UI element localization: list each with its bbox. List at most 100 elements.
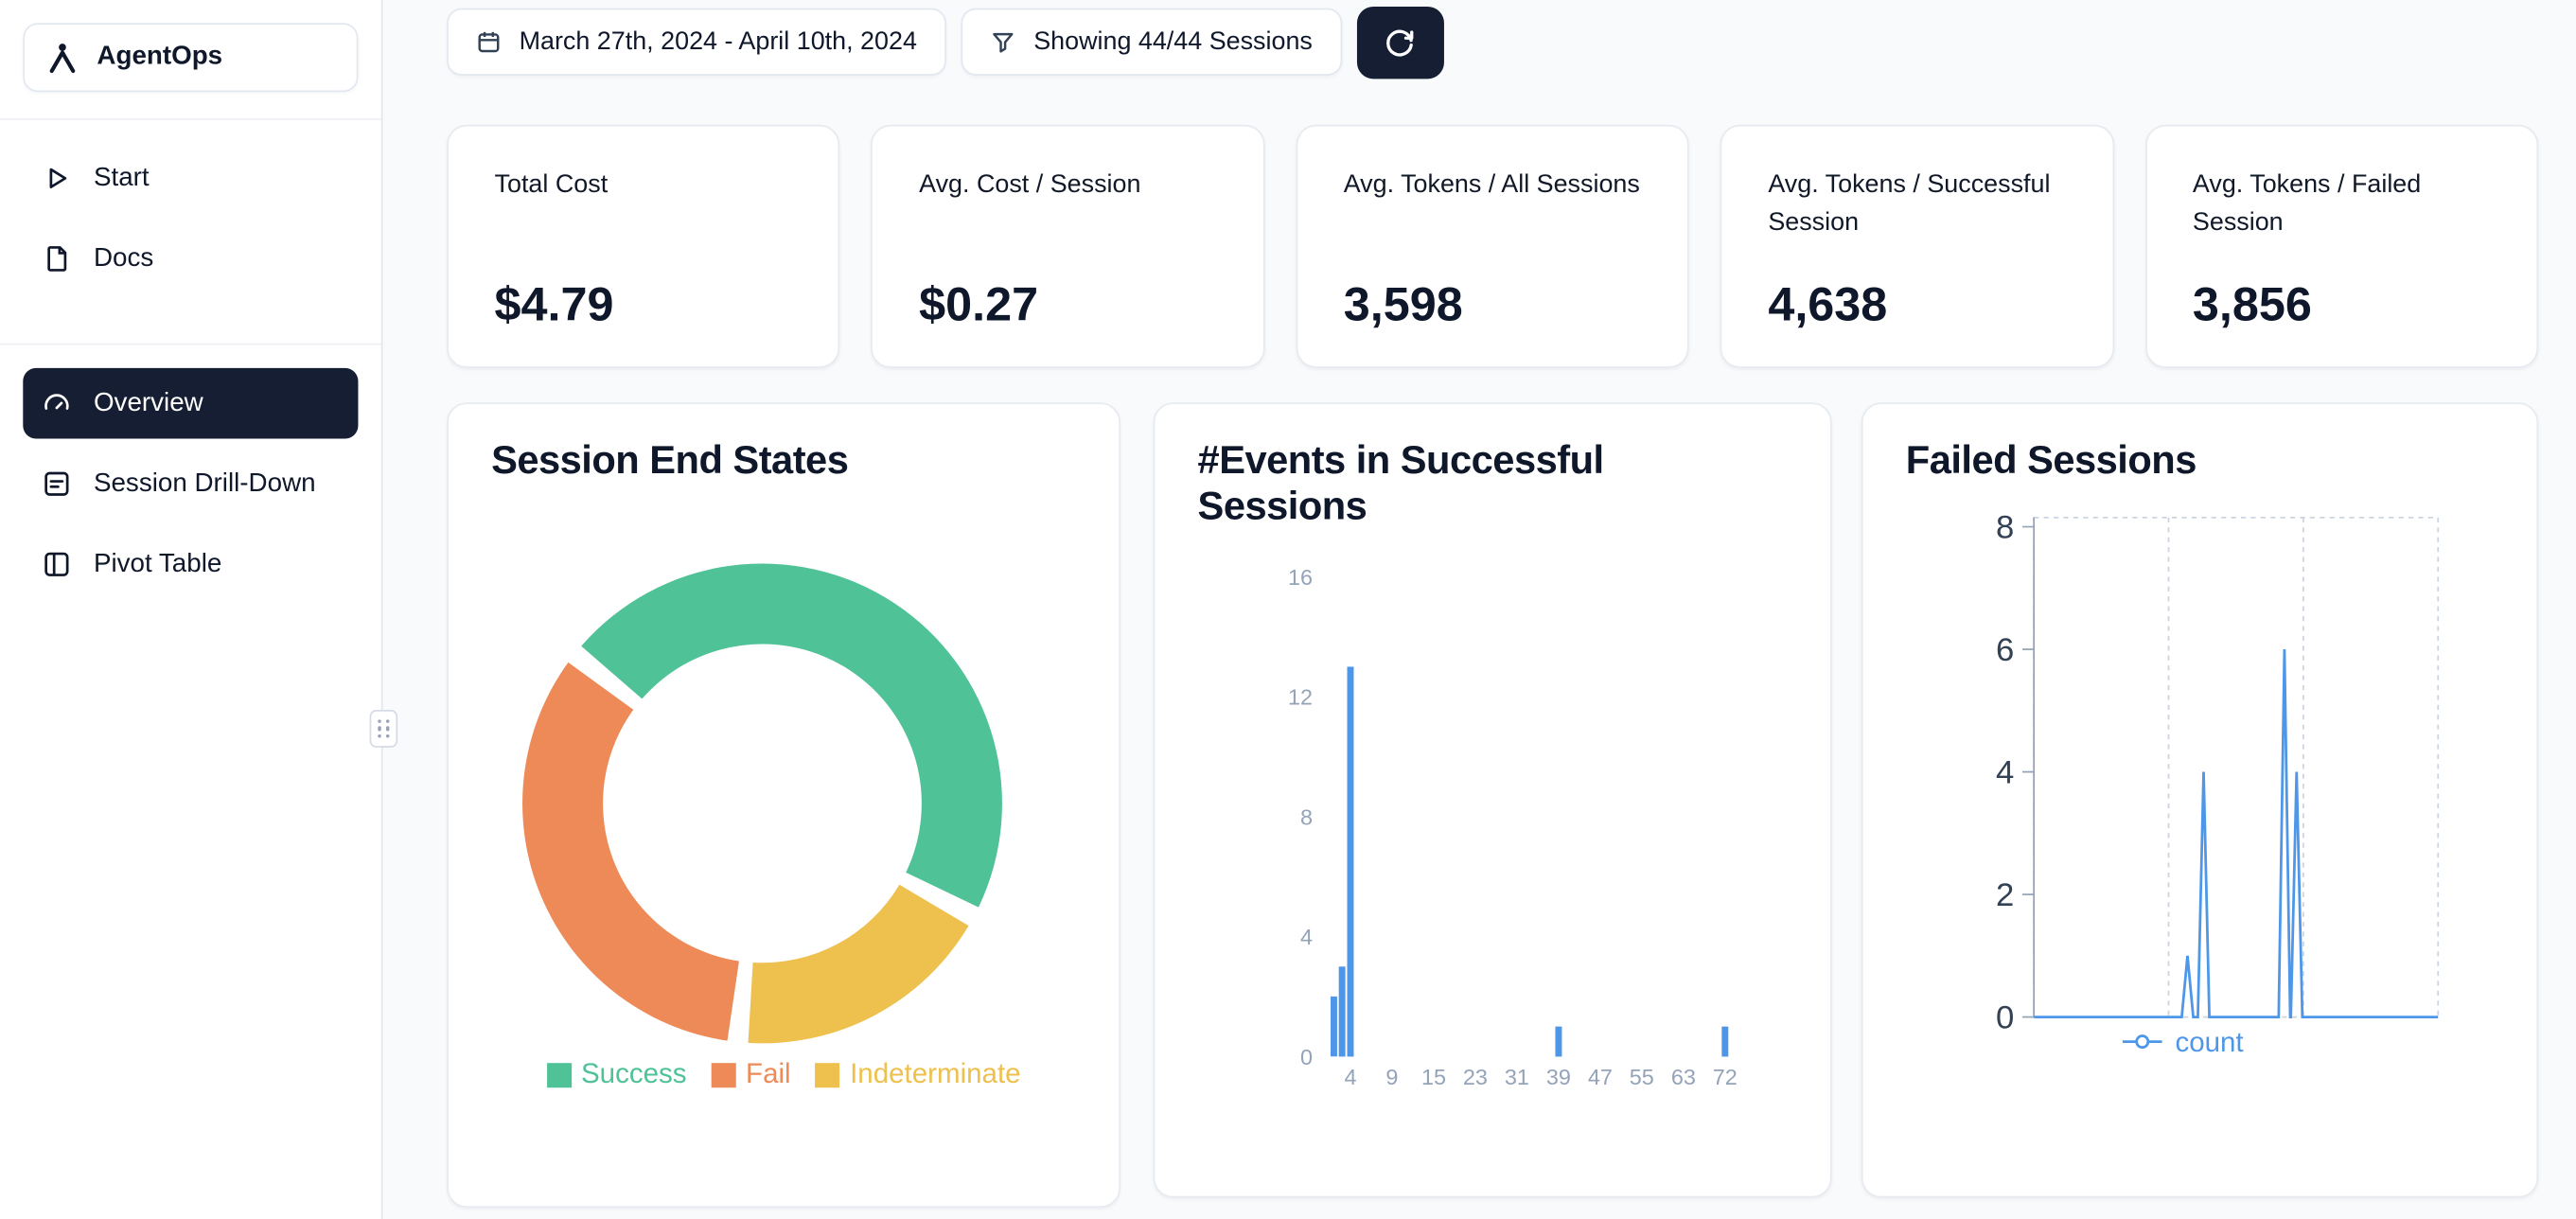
app-name: AgentOps <box>97 43 223 71</box>
chart-title: Session End States <box>491 438 849 484</box>
y-tick-label: 4 <box>1300 925 1313 949</box>
agentops-logo-icon <box>49 44 76 74</box>
histogram-bar <box>1721 1026 1729 1057</box>
stats-row: Total Cost $4.79 Avg. Cost / Session $0.… <box>447 124 2539 368</box>
sidebar-item-label: Overview <box>93 388 203 417</box>
donut-legend: Success Fail Indeterminate <box>449 1058 1119 1091</box>
histogram-bar <box>1330 996 1337 1057</box>
sidebar-item-label: Start <box>93 163 150 192</box>
histogram-bar <box>1338 966 1346 1057</box>
session-end-states-donut[interactable] <box>516 557 1009 1051</box>
stat-value: 4,638 <box>1768 279 1888 332</box>
stat-card-avg-tokens-all: Avg. Tokens / All Sessions 3,598 <box>1296 124 1689 368</box>
x-tick-label: 23 <box>1463 1065 1488 1089</box>
x-tick-label: 31 <box>1505 1065 1529 1089</box>
stat-label: Avg. Cost / Session <box>919 170 1141 200</box>
failed-sessions-chart[interactable]: 0 2 4 6 8 count <box>1863 500 2540 1124</box>
stat-value: $0.27 <box>919 279 1039 332</box>
sidebar-divider <box>0 117 381 120</box>
x-tick-label: 63 <box>1671 1065 1696 1089</box>
stat-label: Avg. Tokens / Failed Session <box>2192 170 2422 238</box>
play-icon <box>49 168 67 189</box>
sidebar-item-start[interactable]: Start <box>23 143 358 214</box>
legend-marker-icon <box>2135 1034 2150 1050</box>
refresh-button[interactable] <box>1356 6 1444 80</box>
y-tick-label: 0 <box>1300 1045 1313 1069</box>
legend-swatch-icon <box>711 1062 736 1087</box>
legend-label[interactable]: count <box>2175 1027 2243 1058</box>
y-tick-label: 12 <box>1288 685 1313 710</box>
plot-border <box>2033 516 2440 1018</box>
legend-swatch-icon <box>815 1062 840 1087</box>
filter-icon <box>993 32 1014 53</box>
x-tick-label: 72 <box>1713 1065 1738 1089</box>
sidebar-item-pivot-table[interactable]: Pivot Table <box>23 529 358 600</box>
date-range-button[interactable]: March 27th, 2024 - April 10th, 2024 <box>447 8 947 76</box>
donut-legend-indeterminate[interactable]: Indeterminate <box>815 1057 1021 1091</box>
donut-legend-fail[interactable]: Fail <box>711 1057 791 1091</box>
y-tick-label: 4 <box>1996 755 2014 791</box>
histogram-bar <box>1555 1026 1562 1057</box>
y-tick-label: 6 <box>1996 632 2014 668</box>
calendar-icon <box>478 31 500 53</box>
y-tick-label: 8 <box>1300 804 1313 829</box>
stat-label: Avg. Tokens / Successful Session <box>1768 170 2051 238</box>
donut-segment-fail <box>522 662 739 1041</box>
logo-box[interactable]: AgentOps <box>23 23 359 93</box>
session-filter-button[interactable]: Showing 44/44 Sessions <box>961 8 1343 76</box>
session-filter-label: Showing 44/44 Sessions <box>1033 26 1313 56</box>
legend-swatch-icon <box>546 1062 572 1087</box>
x-tick-label: 47 <box>1588 1065 1613 1089</box>
chart-title: Failed Sessions <box>1905 438 2197 484</box>
session-end-states-card: Session End States Success Fail Indetermin… <box>447 402 1120 1208</box>
chart-title: #Events in Successful Sessions <box>1197 438 1605 530</box>
line-series-count <box>2034 649 2439 1018</box>
gauge-icon <box>44 394 69 410</box>
sidebar-item-docs[interactable]: Docs <box>23 223 358 294</box>
stat-card-total-cost: Total Cost $4.79 <box>447 124 840 368</box>
donut-segment-indeterminate <box>748 884 969 1044</box>
y-tick-label: 16 <box>1288 565 1313 590</box>
legend-label: Success <box>581 1057 687 1089</box>
x-tick-label: 4 <box>1344 1065 1356 1089</box>
sidebar-nav-menu: Overview Session Drill-Down Pivot Table <box>0 345 381 623</box>
docs-icon <box>47 246 67 272</box>
sidebar-item-session-drill-down[interactable]: Session Drill-Down <box>23 449 358 520</box>
topbar: March 27th, 2024 - April 10th, 2024 Show… <box>447 6 1444 80</box>
sidebar-item-label: Pivot Table <box>93 549 222 578</box>
x-tick-label: 55 <box>1630 1065 1654 1089</box>
sidebar: AgentOps Start Docs <box>0 0 383 1219</box>
sidebar-item-label: Session Drill-Down <box>93 468 316 498</box>
events-histogram-card: #Events in Successful Sessions 0 4 8 12 16 4 9… <box>1153 402 1833 1198</box>
x-tick-label: 39 <box>1546 1065 1571 1089</box>
y-tick-label: 2 <box>1996 877 2014 913</box>
legend-label: Fail <box>746 1057 791 1089</box>
x-tick-label: 9 <box>1385 1065 1398 1089</box>
events-histogram-chart[interactable]: 0 4 8 12 16 4 9 15 23 31 39 47 55 63 72 <box>1155 556 1833 1122</box>
sidebar-top-menu: Start Docs <box>0 120 381 317</box>
stat-value: 3,598 <box>1343 279 1463 332</box>
sidebar-item-overview[interactable]: Overview <box>23 367 359 439</box>
refresh-icon <box>1386 29 1415 57</box>
y-tick-label: 8 <box>1996 510 2014 546</box>
stat-value: $4.79 <box>494 279 614 332</box>
stat-value: 3,856 <box>2192 279 2312 332</box>
y-tick-label: 0 <box>1996 1000 2014 1036</box>
legend-label: Indeterminate <box>850 1057 1021 1089</box>
histogram-bar <box>1347 666 1354 1057</box>
donut-legend-success[interactable]: Success <box>546 1057 687 1091</box>
pivot-icon <box>44 552 69 576</box>
stat-label: Avg. Tokens / All Sessions <box>1343 170 1640 200</box>
stat-card-avg-tokens-successful: Avg. Tokens / Successful Session 4,638 <box>1720 124 2114 368</box>
drilldown-icon <box>44 471 69 496</box>
failed-sessions-card: Failed Sessions 0 2 4 6 8 count <box>1861 402 2540 1198</box>
stat-card-avg-tokens-failed: Avg. Tokens / Failed Session 3,856 <box>2144 124 2539 368</box>
date-range-label: March 27th, 2024 - April 10th, 2024 <box>519 26 917 56</box>
stat-label: Total Cost <box>494 170 609 200</box>
x-tick-label: 15 <box>1421 1065 1446 1089</box>
sidebar-resize-handle[interactable] <box>369 709 398 748</box>
grip-dots-icon <box>377 718 390 739</box>
donut-segment-success <box>581 563 1002 908</box>
sidebar-divider <box>0 343 381 345</box>
